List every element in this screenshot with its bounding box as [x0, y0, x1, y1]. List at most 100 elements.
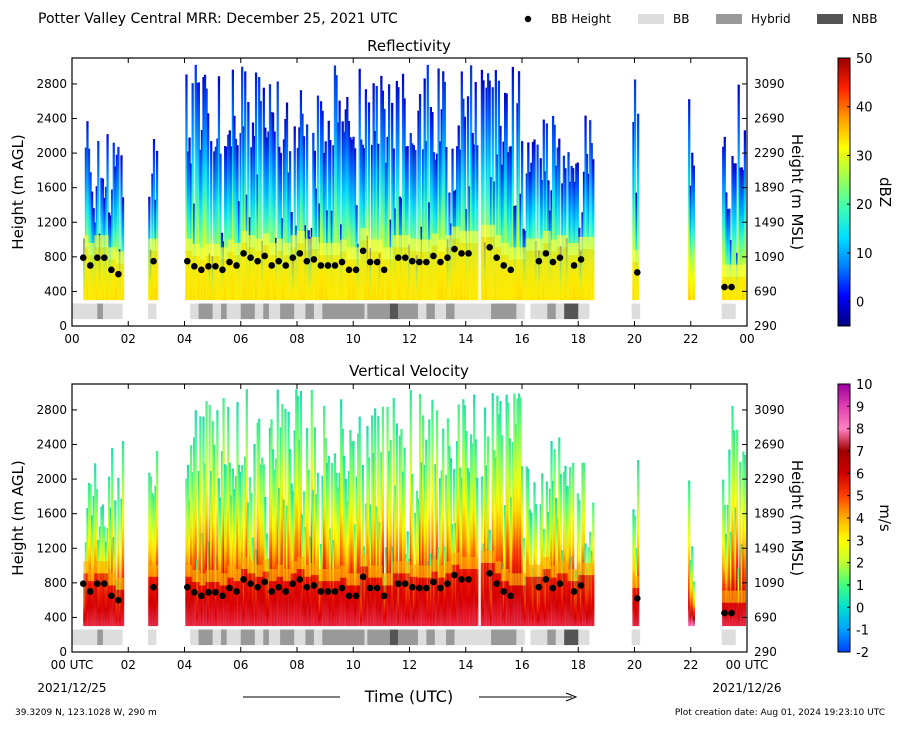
data-column — [722, 479, 725, 627]
melting-layer-cell — [637, 249, 640, 263]
melting-layer-cell — [234, 581, 238, 627]
bb-height-marker — [423, 258, 430, 266]
melting-layer-cell — [231, 577, 234, 627]
melting-layer-cell — [562, 561, 566, 574]
melting-layer-cell — [551, 251, 555, 301]
melting-layer-cell — [189, 250, 193, 301]
data-column — [360, 139, 363, 301]
x-tick-label: 00 UTC — [51, 658, 94, 672]
data-column — [197, 82, 200, 301]
melting-layer-cell — [740, 264, 743, 277]
melting-layer-cell — [306, 564, 309, 577]
x-tick-label: 06 — [233, 658, 248, 672]
melting-layer-cell — [268, 581, 272, 627]
melting-layer-cell — [276, 238, 279, 251]
melting-layer-cell — [530, 238, 533, 251]
melting-layer-cell — [386, 585, 389, 627]
melting-layer-cell — [309, 564, 312, 577]
bb-height-marker — [444, 254, 451, 261]
melting-layer-cell — [346, 247, 349, 260]
melting-layer-cell — [106, 573, 109, 627]
melting-layer-cell — [493, 562, 496, 627]
melting-layer-cell — [343, 577, 346, 627]
bb-height-marker — [465, 250, 472, 257]
melting-layer-cell — [256, 238, 259, 251]
melting-layer-cell — [306, 250, 309, 301]
bb-height-marker — [430, 252, 437, 260]
data-column — [313, 427, 316, 627]
data-column — [383, 108, 386, 301]
bb-height-marker — [317, 262, 325, 269]
melting-layer-cell — [459, 230, 462, 243]
melting-layer-cell — [428, 239, 431, 252]
melting-layer-cell — [587, 236, 590, 250]
data-column — [194, 410, 197, 627]
data-column — [343, 131, 346, 301]
melting-layer-cell — [271, 243, 275, 256]
melting-layer-cell — [367, 239, 371, 252]
melting-layer-cell — [281, 576, 284, 627]
y-tick-label: 2800 — [36, 403, 67, 417]
melting-layer-cell — [474, 230, 477, 243]
melting-layer-cell — [578, 575, 581, 627]
melting-layer-cell — [118, 263, 122, 301]
melting-layer-cell — [632, 249, 635, 263]
melting-layer-cell — [380, 239, 383, 252]
data-column — [525, 173, 528, 301]
data-column — [582, 462, 586, 627]
melting-layer-cell — [439, 577, 442, 627]
melting-layer-cell — [100, 561, 103, 574]
melting-layer-cell — [109, 585, 112, 627]
data-column — [723, 136, 726, 301]
data-column — [377, 143, 380, 301]
data-column — [219, 153, 222, 301]
melting-layer-cell — [476, 556, 479, 569]
data-column — [205, 88, 208, 301]
melting-layer-cell — [259, 564, 262, 577]
melting-layer-cell — [361, 240, 364, 301]
melting-layer-cell — [228, 565, 231, 578]
data-column — [440, 109, 443, 301]
melting-layer-cell — [313, 575, 316, 627]
bb-height-marker — [115, 270, 122, 278]
bb-type-segment-hybrid — [322, 629, 365, 646]
melting-layer-cell — [400, 235, 403, 248]
melting-layer-cell — [112, 573, 115, 586]
data-column — [511, 66, 514, 301]
data-column — [514, 423, 518, 627]
melting-layer-cell — [220, 573, 224, 586]
melting-layer-cell — [587, 249, 590, 301]
data-column — [635, 192, 638, 301]
melting-layer-cell — [199, 573, 202, 586]
data-column — [335, 75, 338, 301]
melting-layer-cell — [585, 249, 589, 301]
melting-layer-cell — [510, 247, 513, 260]
melting-layer-cell — [525, 564, 528, 577]
melting-layer-cell — [589, 575, 592, 627]
melting-layer-cell — [633, 575, 637, 589]
melting-layer-cell — [397, 247, 400, 301]
data-column — [578, 499, 581, 627]
data-column — [568, 467, 572, 627]
melting-layer-cell — [231, 565, 234, 578]
melting-layer-cell — [196, 569, 199, 582]
melting-layer-cell — [389, 247, 392, 260]
data-column — [254, 72, 258, 301]
melting-layer-cell — [587, 562, 590, 576]
melting-layer-cell — [293, 573, 296, 627]
melting-layer-cell — [422, 251, 425, 301]
melting-layer-cell — [222, 585, 225, 627]
data-column — [460, 477, 463, 627]
bb-height-marker — [261, 252, 268, 260]
data-column — [333, 453, 337, 627]
melting-layer-cell — [338, 581, 341, 627]
melting-layer-cell — [364, 554, 368, 567]
melting-layer-cell — [544, 556, 547, 569]
melting-layer-cell — [513, 573, 516, 586]
melting-layer-cell — [326, 243, 329, 256]
melting-layer-cell — [233, 255, 236, 301]
melting-layer-cell — [95, 561, 98, 574]
melting-layer-cell — [234, 243, 238, 256]
data-column — [507, 402, 510, 627]
melting-layer-cell — [564, 247, 567, 301]
